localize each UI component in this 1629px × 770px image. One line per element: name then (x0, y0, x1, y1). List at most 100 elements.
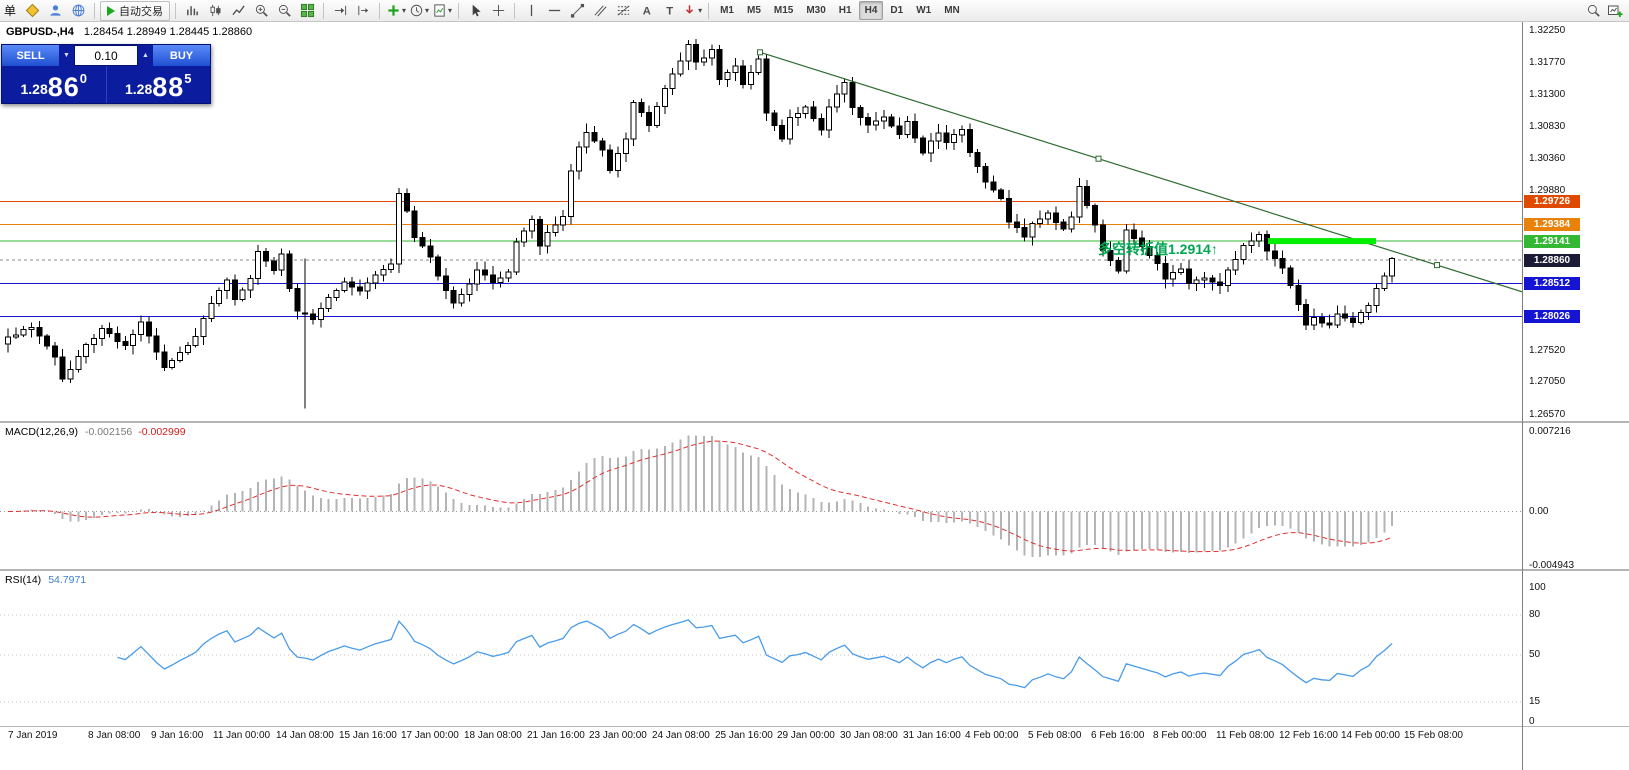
autotrading-button[interactable]: 自动交易 (100, 0, 171, 21)
window-menu-char[interactable]: 单 (4, 4, 17, 18)
time-axis-label: 7 Jan 2019 (8, 730, 58, 741)
vertical-line-button[interactable] (520, 1, 542, 21)
text-label-button[interactable]: T (658, 1, 680, 21)
price-axis[interactable]: 1.32250 1.31770 1.31300 1.30830 1.30360 1.298… (1522, 22, 1629, 770)
macd-value-signal: -0.002999 (138, 426, 186, 438)
profiles-button[interactable] (44, 1, 66, 21)
current-price-badge: 1.28860 (1524, 254, 1580, 267)
time-axis[interactable]: 7 Jan 2019 8 Jan 08:00 9 Jan 16:00 11 Jan 0… (0, 727, 1522, 770)
equidistant-channel-button[interactable] (589, 1, 611, 21)
level-price-badge: 1.29726 (1524, 195, 1580, 208)
text-button[interactable]: A (635, 1, 657, 21)
periods-clock-icon (410, 4, 423, 17)
line-chart-button[interactable] (227, 1, 249, 21)
timeframe-MN[interactable]: MN (944, 5, 960, 16)
macd-axis-label: 0.00 (1529, 506, 1549, 517)
chart-ohlc-quotes: 1.28454 1.28949 1.28445 1.28860 (83, 26, 253, 38)
timeframe-M1[interactable]: M1 (720, 5, 734, 16)
volume-decrease-button[interactable]: ▼ (59, 45, 74, 66)
rsi-chart-surface[interactable] (0, 571, 1522, 726)
pivot-highlight-bar[interactable] (1268, 238, 1376, 245)
buy-price[interactable]: 1.28 88 5 (105, 66, 211, 103)
time-axis-label: 23 Jan 00:00 (589, 730, 647, 741)
fibonacci-icon (617, 5, 629, 16)
time-axis-label: 5 Feb 08:00 (1028, 730, 1082, 741)
rsi-axis-label: 100 (1529, 582, 1546, 593)
cursor-button[interactable] (464, 1, 486, 21)
chart-shift-button[interactable] (352, 1, 374, 21)
rsi-name: RSI(14) (5, 574, 42, 586)
fibonacci-button[interactable] (612, 1, 634, 21)
time-axis-label: 14 Feb 00:00 (1341, 730, 1400, 741)
candlestick-chart-surface[interactable]: 多空转折值1.2914↑ (0, 22, 1522, 421)
chevron-down-icon: ▾ (402, 6, 407, 15)
sell-price[interactable]: 1.28 86 0 (2, 66, 106, 103)
candlestick-chart-button[interactable] (204, 1, 226, 21)
price-axis-label: 1.31300 (1529, 89, 1566, 100)
new-chart-button[interactable] (1604, 1, 1626, 21)
trendline-handle[interactable] (757, 49, 763, 56)
templates-button[interactable]: ▾ (431, 1, 453, 21)
trendline-handle[interactable] (1434, 262, 1440, 269)
rsi-axis-label: 0 (1529, 716, 1535, 727)
line-chart-icon (231, 5, 245, 16)
sell-button[interactable]: SELL (2, 45, 59, 66)
bar-chart-button[interactable] (181, 1, 203, 21)
timeframe-D1[interactable]: D1 (890, 5, 904, 16)
horizontal-line-icon (548, 9, 560, 12)
panel-separator (0, 726, 1522, 727)
chart-shift-icon (357, 5, 368, 16)
price-axis-label: 1.31770 (1529, 57, 1566, 68)
volume-input[interactable] (74, 45, 138, 66)
candlesticks (5, 38, 1396, 409)
horizontal-line-button[interactable] (543, 1, 565, 21)
sell-price-big: 86 (47, 72, 80, 102)
periods-button[interactable]: ▾ (408, 1, 430, 21)
panel-separator[interactable] (0, 569, 1522, 571)
chevron-down-icon: ▾ (425, 6, 430, 15)
price-axis-label: 1.29880 (1529, 185, 1566, 196)
rsi-value: 54.7971 (48, 574, 87, 586)
autoscroll-button[interactable] (329, 1, 351, 21)
indicators-button[interactable]: ▾ (385, 1, 407, 21)
arrows-button[interactable]: ▾ (681, 1, 703, 21)
tile-windows-button[interactable] (296, 1, 318, 21)
timeframe-M30[interactable]: M30 (806, 5, 826, 16)
zoom-in-button[interactable] (250, 1, 272, 21)
timeframe-H1[interactable]: H1 (838, 5, 852, 16)
autotrading-label: 自动交易 (119, 5, 164, 18)
descending-trendline[interactable] (759, 51, 1522, 293)
indicators-add-icon (388, 5, 399, 16)
volume-increase-button[interactable]: ▲ (138, 45, 153, 66)
macd-name: MACD(12,26,9) (5, 426, 78, 438)
time-axis-label: 29 Jan 00:00 (777, 730, 835, 741)
zoom-in-icon (255, 4, 268, 17)
trendline-button[interactable] (566, 1, 588, 21)
new-order-button[interactable] (21, 1, 43, 21)
horizontal-level-lines[interactable] (0, 201, 1522, 317)
timeframe-M5[interactable]: M5 (746, 5, 761, 16)
bar-chart-icon (186, 6, 198, 16)
crosshair-icon (492, 4, 504, 17)
tile-windows-icon (300, 3, 314, 18)
macd-chart-surface[interactable] (0, 423, 1522, 569)
panel-separator[interactable] (0, 421, 1522, 423)
timeframe-H4[interactable]: H4 (858, 1, 884, 20)
time-axis-label: 12 Feb 16:00 (1279, 730, 1338, 741)
pivot-annotation-text[interactable]: 多空转折值1.2914↑ (1098, 241, 1218, 257)
zoom-out-button[interactable] (273, 1, 295, 21)
buy-price-small: 1.28 (124, 81, 153, 97)
buy-button[interactable]: BUY (153, 45, 210, 66)
timeframe-W1[interactable]: W1 (916, 5, 932, 16)
quotes-button[interactable] (67, 1, 89, 21)
profiles-icon (49, 5, 61, 16)
search-button[interactable] (1582, 1, 1604, 21)
rsi-axis-label: 50 (1529, 649, 1541, 660)
rsi-label: RSI(14) 54.7971 (5, 574, 86, 586)
crosshair-button[interactable] (487, 1, 509, 21)
trendline-handle[interactable] (1095, 155, 1102, 162)
timeframe-M15[interactable]: M15 (773, 5, 794, 16)
buy-price-sup: 5 (184, 71, 192, 86)
